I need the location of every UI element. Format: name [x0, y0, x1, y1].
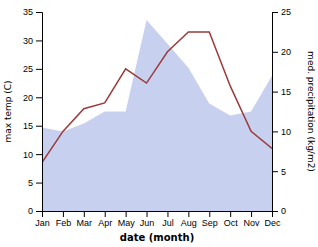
tick-label: 30 [23, 36, 33, 46]
tick: 30 [23, 36, 42, 46]
tick: 25 [272, 7, 291, 17]
y2-axis: 0 5 10 15 20 25 [272, 7, 291, 216]
tick: 0 [28, 206, 42, 216]
tick-label: 15 [23, 121, 33, 131]
tick: Oct [224, 211, 239, 228]
tick-label: 20 [281, 47, 291, 57]
tick: Sep [202, 211, 218, 228]
tick-label: Jun [140, 218, 155, 228]
chart: JanFebMarAprMayJunJulAugSepOctNovDec0510… [0, 0, 318, 247]
plot-area [42, 20, 272, 211]
tick: Jun [140, 211, 155, 228]
tick-label: 5 [28, 178, 33, 188]
y2-axis-title: med. precipitation (kg/m2) [306, 51, 316, 172]
tick-mark [272, 211, 278, 212]
tick: Dec [264, 211, 281, 228]
y-axis-title: max temp (C) [3, 80, 13, 142]
tick: Mar [77, 211, 93, 228]
tick: 5 [272, 167, 286, 177]
tick: Apr [98, 211, 112, 228]
tick: 15 [23, 121, 42, 131]
tick: Jan [35, 211, 50, 228]
axis-line [273, 13, 279, 212]
tick-mark [272, 12, 278, 13]
tick: 10 [272, 127, 291, 137]
tick-mark [209, 211, 210, 217]
tick-mark [272, 171, 278, 172]
tick-label: 15 [281, 87, 291, 97]
tick-label: Dec [264, 218, 281, 228]
tick: 0 [272, 206, 286, 216]
tick: Nov [244, 211, 261, 228]
tick: 25 [23, 64, 42, 74]
tick-label: Aug [181, 218, 197, 228]
tick-label: 10 [281, 127, 291, 137]
tick-label: 10 [23, 150, 33, 160]
tick-mark [272, 131, 278, 132]
tick: 35 [23, 7, 42, 17]
temperature-line [42, 32, 272, 163]
tick-mark [251, 211, 252, 217]
tick-mark [230, 211, 231, 217]
tick: Aug [181, 211, 197, 228]
tick-label: Jan [35, 218, 50, 228]
tick-label: 35 [23, 7, 33, 17]
tick-mark [126, 211, 127, 217]
tick: 5 [28, 178, 42, 188]
precipitation-area [42, 20, 272, 211]
tick-label: Mar [77, 218, 93, 228]
tick-label: 5 [281, 167, 286, 177]
tick-mark [36, 69, 42, 70]
tick-mark [36, 40, 42, 41]
tick-mark [105, 211, 106, 217]
x-axis: Jan Feb Mar Apr May Jun Jul Aug Sep Oct NovDec [35, 211, 281, 228]
tick: 15 [272, 87, 291, 97]
tick-mark [188, 211, 189, 217]
tick: 10 [23, 150, 42, 160]
tick-label: 20 [23, 93, 33, 103]
tick-mark [167, 211, 168, 217]
tick-label: 0 [28, 206, 33, 216]
tick-label: 25 [281, 7, 291, 17]
tick-label: Jul [162, 218, 174, 228]
axis-line [36, 13, 43, 212]
tick: Jul [162, 211, 174, 228]
tick-mark [36, 154, 42, 155]
tick-mark [36, 12, 42, 13]
tick-label: Sep [202, 218, 218, 228]
x-axis-title: date (month) [120, 232, 194, 243]
tick-mark [36, 211, 42, 212]
tick: 20 [272, 47, 291, 57]
tick-mark [84, 211, 85, 217]
tick-mark [36, 97, 42, 98]
tick-label: Feb [56, 218, 72, 228]
tick-label: Apr [98, 218, 112, 228]
tick: 20 [23, 93, 42, 103]
tick-mark [272, 92, 278, 93]
tick-label: May [118, 218, 136, 228]
tick-label: 25 [23, 64, 33, 74]
tick: May [118, 211, 136, 228]
tick-mark [36, 126, 42, 127]
tick: Feb [56, 211, 72, 228]
tick-mark [36, 183, 42, 184]
y-axis: 0 5 10 15 20 25 30 35 [23, 7, 43, 216]
tick-mark [147, 211, 148, 217]
tick-mark [272, 52, 278, 53]
axis-line [43, 212, 273, 218]
tick-mark [63, 211, 64, 217]
tick-label: Oct [224, 218, 239, 228]
tick-label: Nov [244, 218, 261, 228]
tick-label: 0 [281, 206, 286, 216]
